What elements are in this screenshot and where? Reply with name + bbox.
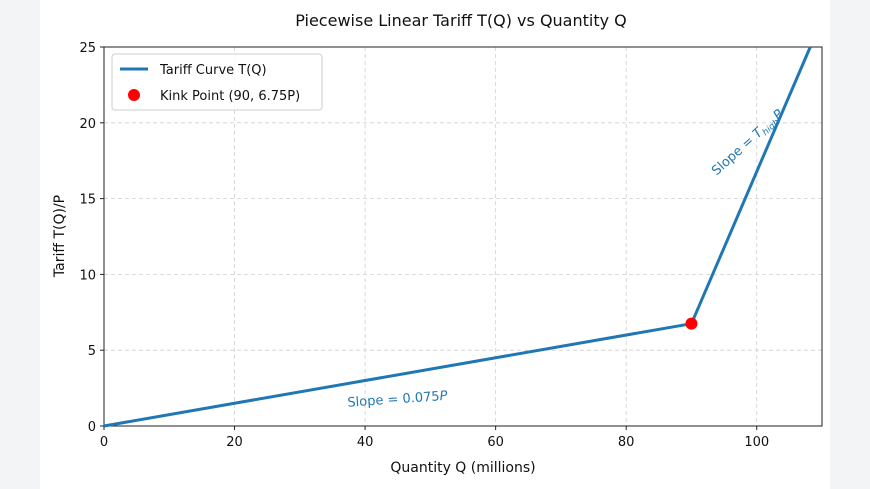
legend: Tariff Curve T(Q) Kink Point (90, 6.75P): [111, 53, 323, 111]
legend-entry-kink-point: Kink Point (90, 6.75P): [160, 89, 300, 104]
x-tick-label: 40: [357, 435, 374, 450]
series-layer: [103, 46, 812, 428]
legend-box: [111, 53, 323, 111]
chart-svg: Piecewise Linear Tariff T(Q) vs Quantity…: [52, 11, 823, 476]
x-axis-label: Quantity Q (millions): [390, 460, 535, 476]
x-tick-label: 0: [100, 435, 108, 450]
grid: [104, 47, 822, 426]
slope-annotation-high: Slope = ThighP: [709, 107, 788, 180]
x-tick-label: 100: [744, 435, 769, 450]
legend-entry-tariff-curve: Tariff Curve T(Q): [159, 63, 267, 78]
chart-title: Piecewise Linear Tariff T(Q) vs Quantity…: [295, 11, 627, 30]
y-tick-label: 20: [79, 117, 96, 132]
annotations: Slope = 0.075P Slope = ThighP: [347, 107, 788, 411]
x-tick-label: 80: [618, 435, 635, 450]
legend-point-marker: [128, 89, 140, 101]
y-tick-label: 5: [88, 344, 96, 359]
slope-annotation-low: Slope = 0.075P: [347, 389, 448, 411]
y-tick-label: 25: [79, 41, 96, 56]
plot-frame: [103, 46, 823, 427]
y-tick-label: 0: [88, 420, 96, 435]
x-tick-label: 20: [226, 435, 243, 450]
kink-point-marker: [685, 317, 698, 330]
chart-figure: Piecewise Linear Tariff T(Q) vs Quantity…: [40, 0, 830, 489]
x-tick-label: 60: [487, 435, 504, 450]
y-tick-label: 10: [79, 268, 96, 283]
y-axis-label: Tariff T(Q)/P: [52, 195, 68, 278]
y-tick-label: 15: [79, 193, 96, 208]
axis-ticks: 0 20 40 60 80 100 0 5 10 15 20 25: [79, 41, 769, 450]
